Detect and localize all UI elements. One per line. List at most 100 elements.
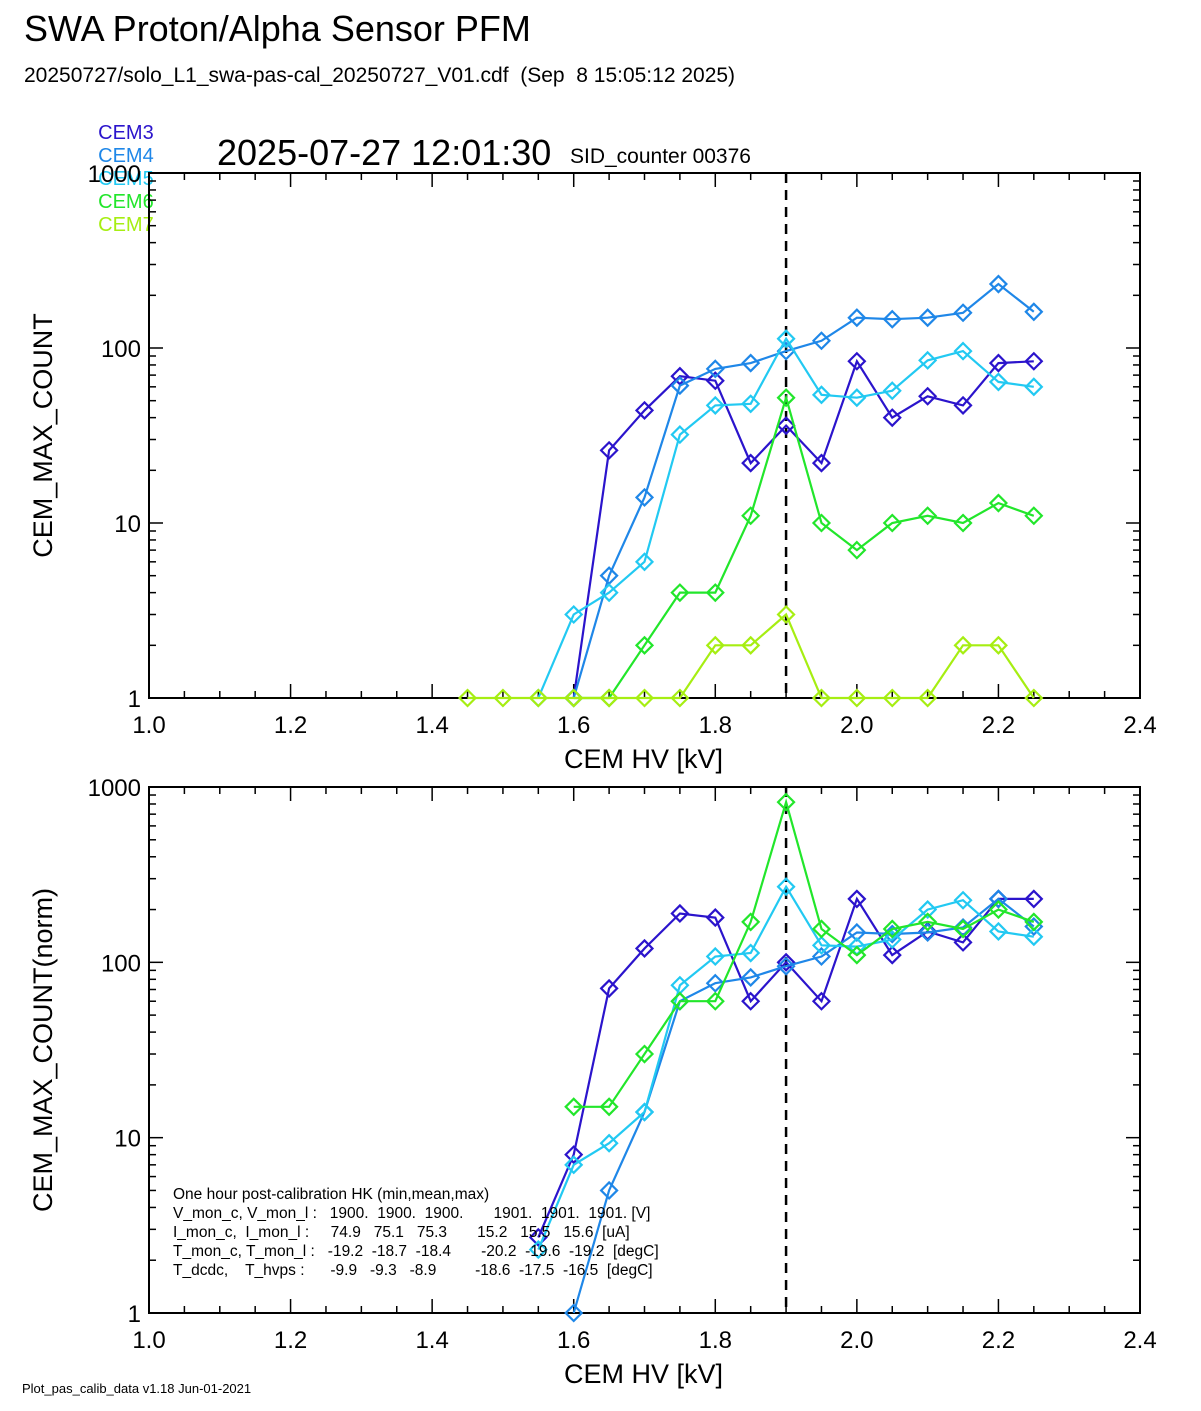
hk-line-5: T_dcdc, T_hvps : -9.9 -9.3 -8.9 -18.6 -1…	[173, 1262, 653, 1279]
x-tick-label: 1.8	[699, 1327, 732, 1354]
y-tick-label: 1000	[88, 775, 141, 802]
data-point-cem3	[953, 932, 973, 952]
chart-panel-2: 1.0 1.2 1.4 1.6 1.8 2.0 2.2 2.4 1 10 100 1000 CEM HV…	[28, 775, 1157, 1389]
data-point-cem4	[918, 922, 938, 943]
x-tick-label: 2.0	[840, 1327, 873, 1354]
legend: CEM3 CEM4 CEM5 CEM6 CEM7	[87, 99, 176, 237]
legend-cem4: CEM4	[98, 145, 154, 167]
data-point-cem7	[634, 688, 655, 708]
data-point-cem4	[988, 274, 1008, 294]
hk-line-1: One hour post-calibration HK (min,mean,m…	[173, 1186, 489, 1203]
data-point-cem5	[882, 381, 902, 401]
data-point-cem4	[599, 1180, 619, 1201]
data-point-cem5	[705, 946, 725, 967]
data-point-cem5	[1024, 377, 1044, 397]
data-point-cem5	[670, 425, 690, 445]
data-point-cem6	[741, 912, 761, 932]
data-point-cem4	[670, 376, 690, 396]
series-line-cem3	[537, 896, 1034, 1238]
y-tick-label: 1000	[88, 161, 141, 188]
data-point-cem7	[564, 688, 584, 708]
data-point-cem7	[988, 635, 1008, 655]
data-point-cem4	[811, 946, 832, 967]
data-point-cem5	[988, 921, 1008, 942]
data-point-cem4	[882, 309, 902, 329]
data-point-cem6	[918, 912, 938, 932]
y-axis-label: CEM_MAX_COUNT(norm)	[28, 888, 58, 1212]
sid-counter: SID_counter 00376	[570, 145, 751, 168]
data-point-cem3	[599, 440, 619, 460]
data-point-cem6	[811, 513, 832, 533]
data-point-cem6	[953, 919, 973, 939]
data-point-cem6	[670, 991, 690, 1011]
data-point-cem3	[1024, 889, 1044, 909]
data-point-cem3	[705, 908, 725, 928]
data-point-cem6	[882, 919, 902, 939]
data-point-cem6	[705, 583, 725, 603]
data-point-cem6	[705, 991, 725, 1011]
data-point-cem6	[1024, 912, 1044, 932]
legend-cem7: CEM7	[98, 214, 154, 236]
data-point-cem6	[811, 919, 832, 939]
x-tick-label: 2.4	[1123, 1327, 1156, 1354]
hk-line-4: T_mon_c, T_mon_l : -19.2 -18.7 -18.4 -20…	[173, 1243, 659, 1260]
data-point-cem4	[953, 303, 973, 323]
legend-cem5: CEM5	[98, 168, 154, 190]
y-axis-label: CEM_MAX_COUNT	[28, 313, 58, 558]
x-tick-label: 2.2	[982, 1327, 1015, 1354]
data-point-cem6	[776, 388, 796, 408]
data-point-cem5	[776, 877, 796, 897]
data-point-cem3	[811, 453, 832, 473]
x-tick-label: 1.0	[132, 1327, 165, 1354]
data-point-cem3	[705, 371, 725, 391]
x-tick-label: 2.4	[1123, 712, 1156, 739]
x-axis-label: CEM HV [kV]	[564, 744, 723, 774]
data-point-cem7	[776, 604, 796, 625]
data-point-cem5	[599, 1133, 619, 1153]
data-point-cem3	[634, 400, 655, 420]
data-point-cem4	[741, 967, 761, 988]
data-point-cem4	[811, 331, 832, 351]
data-point-cem6	[599, 1097, 619, 1117]
series-line-cem5	[537, 884, 1034, 1251]
data-point-cem3	[988, 353, 1008, 373]
data-point-cem6	[847, 945, 867, 965]
data-point-cem6	[1024, 506, 1044, 526]
data-point-cem4	[847, 922, 867, 943]
data-point-cem7	[493, 688, 513, 708]
data-point-cem7	[741, 635, 761, 655]
data-point-cem6	[741, 506, 761, 526]
x-tick-label: 1.8	[699, 712, 732, 739]
data-point-cem3	[741, 453, 761, 473]
x-tick-label: 1.6	[557, 1327, 590, 1354]
data-point-cem6	[882, 513, 902, 533]
data-point-cem5	[564, 1155, 584, 1175]
data-point-cem5	[705, 395, 725, 415]
data-point-cem6	[988, 493, 1008, 513]
y-tick-label: 10	[114, 511, 141, 538]
data-point-cem5	[741, 394, 761, 414]
data-point-cem5	[953, 890, 973, 910]
data-point-cem4	[741, 353, 761, 373]
data-point-cem3	[1024, 351, 1044, 371]
data-point-cem3	[847, 351, 867, 371]
data-point-cem3	[741, 991, 761, 1011]
data-point-cem5	[847, 388, 867, 408]
data-point-cem7	[599, 688, 619, 708]
x-tick-label: 2.0	[840, 712, 873, 739]
x-tick-label: 1.2	[274, 1327, 307, 1354]
y-tick-label: 1	[128, 686, 141, 713]
data-point-cem7	[847, 688, 867, 708]
data-point-cem4	[918, 308, 938, 328]
series-group	[457, 274, 1044, 708]
data-point-cem4	[776, 956, 796, 976]
data-point-cem5	[528, 1240, 548, 1260]
hk-line-3: I_mon_c, I_mon_l : 74.9 75.1 75.3 15.2 1…	[173, 1224, 630, 1241]
data-point-cem3	[564, 1145, 584, 1165]
data-point-cem7	[918, 688, 938, 708]
data-point-cem5	[634, 552, 655, 572]
data-point-cem4	[634, 487, 655, 507]
data-point-cem4	[1024, 302, 1044, 322]
data-point-cem5	[918, 350, 938, 370]
